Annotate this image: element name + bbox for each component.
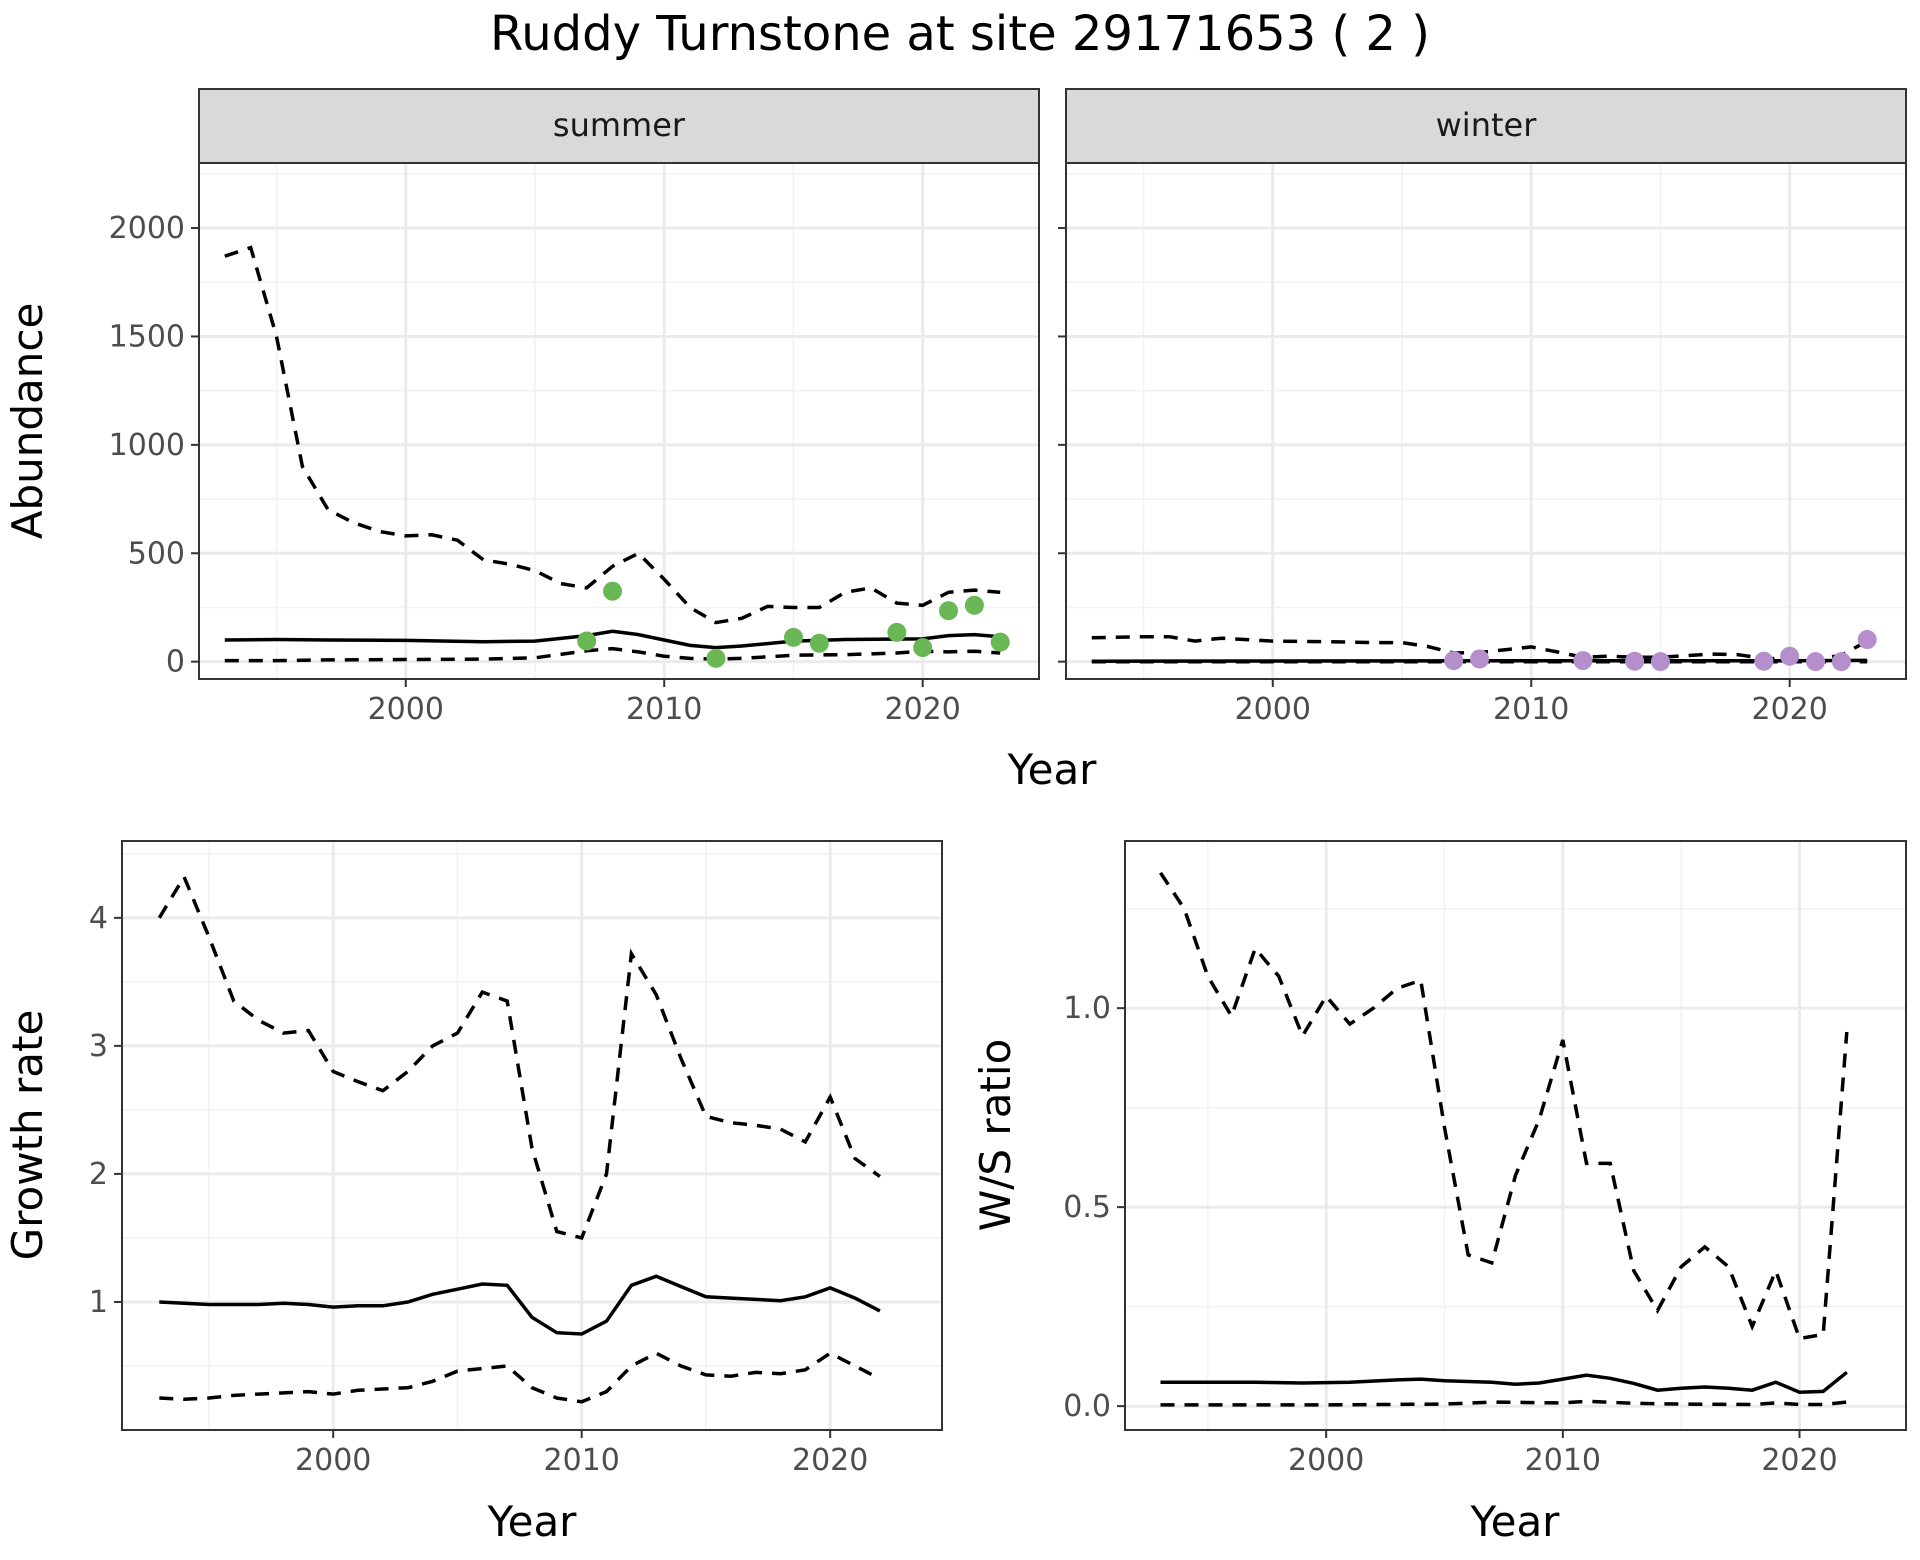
y-tick-label: 4 <box>89 901 108 936</box>
growth-panel-border <box>121 840 943 1431</box>
ws-estimate-line <box>1160 1370 1848 1394</box>
winter-observed-point <box>1831 652 1851 672</box>
winter-upper-line <box>1091 634 1869 662</box>
winter-strip-label: winter <box>1436 106 1538 144</box>
winter-observed-point <box>1650 652 1670 672</box>
ws-y-axis-title: W/S ratio <box>971 1039 1020 1232</box>
y-tick-label: 1000 <box>109 428 185 463</box>
y-tick-label: 1 <box>89 1285 108 1320</box>
summer-observed-point <box>887 622 907 642</box>
y-tick-label: 2 <box>89 1157 108 1192</box>
growth-y-axis-title: Growth rate <box>3 1010 52 1261</box>
x-tick-label: 2010 <box>1493 692 1569 727</box>
winter-panel: winter 2000 2010 2020 <box>1058 88 1907 727</box>
top-y-axis-title: Abundance <box>3 303 52 540</box>
growth-gridlines <box>122 841 942 1430</box>
summer-observed-point <box>783 627 803 647</box>
ws-ratio-panel: 2000 2010 2020 0.0 0.5 1.0 <box>1063 840 1907 1478</box>
summer-upper-line <box>224 245 1001 625</box>
y-tick-label: 1.0 <box>1063 991 1111 1026</box>
x-tick-label: 2000 <box>368 692 444 727</box>
winter-series <box>1091 630 1877 672</box>
y-tick-label: 0.5 <box>1063 1190 1111 1225</box>
growth-ticks: 2000 2010 2020 1 2 3 4 <box>89 901 868 1478</box>
winter-observed-point <box>1444 651 1464 671</box>
ws-upper-line <box>1159 871 1849 1341</box>
ws-panel-border <box>1124 840 1907 1431</box>
summer-panel: summer 2000 2010 2020 0 500 1000 1500 2000 <box>109 88 1040 727</box>
growth-rate-panel: 2000 2010 2020 1 2 3 4 <box>89 840 943 1478</box>
summer-observed-point <box>706 648 726 668</box>
summer-observed-point <box>990 632 1010 652</box>
winter-ticks: 2000 2010 2020 <box>1058 227 1828 727</box>
winter-observed-point <box>1470 649 1490 669</box>
x-tick-label: 2020 <box>885 692 961 727</box>
y-tick-label: 0 <box>166 645 185 680</box>
growth-upper-line <box>157 873 881 1240</box>
ws-lower-line <box>1160 1399 1847 1407</box>
summer-observed-point <box>913 638 933 658</box>
winter-strip <box>1065 88 1907 164</box>
summer-observed-point <box>577 631 597 651</box>
summer-panel-border <box>198 162 1040 680</box>
top-x-axis-title: Year <box>1007 745 1098 794</box>
summer-gridlines <box>199 163 1039 679</box>
summer-observed-point <box>939 601 959 621</box>
y-tick-label: 500 <box>128 536 185 571</box>
x-tick-label: 2000 <box>1288 1443 1364 1478</box>
figure-title: Ruddy Turnstone at site 29171653 ( 2 ) <box>490 6 1430 62</box>
ws-ticks: 2000 2010 2020 0.0 0.5 1.0 <box>1063 991 1837 1478</box>
y-tick-label: 2000 <box>109 211 185 246</box>
growth-series <box>157 873 881 1404</box>
winter-panel-border <box>1065 162 1907 680</box>
summer-series <box>224 245 1010 668</box>
summer-ticks: 2000 2010 2020 0 500 1000 1500 2000 <box>109 211 961 727</box>
summer-strip <box>198 88 1040 164</box>
x-tick-label: 2020 <box>792 1443 868 1478</box>
x-tick-label: 2020 <box>1761 1443 1837 1478</box>
x-tick-label: 2020 <box>1752 692 1828 727</box>
summer-estimate-line <box>224 629 1001 650</box>
ws-x-axis-title: Year <box>1470 1497 1561 1546</box>
growth-estimate-line <box>159 1274 881 1336</box>
y-tick-label: 3 <box>89 1029 108 1064</box>
ws-gridlines <box>1125 841 1906 1430</box>
winter-observed-point <box>1857 630 1877 650</box>
winter-observed-point <box>1573 651 1593 671</box>
winter-observed-point <box>1780 646 1800 666</box>
y-tick-label: 1500 <box>109 319 185 354</box>
y-tick-label: 0.0 <box>1063 1389 1111 1424</box>
summer-observed-point <box>964 595 984 615</box>
growth-lower-line <box>159 1351 881 1404</box>
winter-gridlines <box>1066 163 1906 679</box>
ws-series <box>1159 871 1849 1407</box>
winter-observed-point <box>1754 651 1774 671</box>
x-tick-label: 2010 <box>626 692 702 727</box>
winter-observed-point <box>1806 652 1826 672</box>
x-tick-label: 2000 <box>295 1443 371 1478</box>
x-tick-label: 2010 <box>544 1443 620 1478</box>
summer-observed-point <box>603 581 623 601</box>
summer-strip-label: summer <box>553 106 686 144</box>
winter-observed-point <box>1625 651 1645 671</box>
growth-x-axis-title: Year <box>487 1497 578 1546</box>
summer-lower-line <box>224 646 1001 663</box>
x-tick-label: 2010 <box>1525 1443 1601 1478</box>
summer-observed-point <box>809 633 829 653</box>
x-tick-label: 2000 <box>1235 692 1311 727</box>
